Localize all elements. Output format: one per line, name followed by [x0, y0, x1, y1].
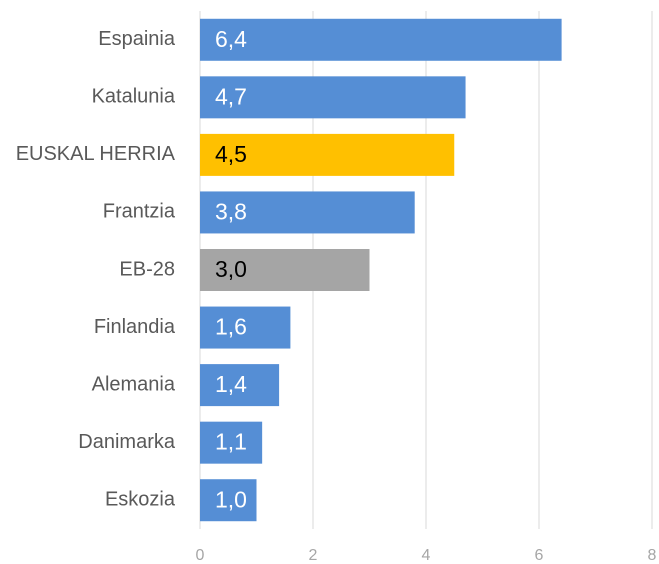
bar — [200, 306, 291, 349]
x-tick-label: 8 — [648, 547, 657, 564]
value-label: 1,6 — [215, 314, 247, 340]
bar — [200, 364, 280, 407]
x-tick-label: 6 — [535, 547, 544, 564]
bar — [200, 18, 562, 61]
y-tick-label: Danimarka — [78, 431, 176, 453]
bar — [200, 191, 415, 234]
value-label: 3,8 — [215, 199, 247, 225]
bar — [200, 421, 263, 464]
y-tick-label: Frantzia — [103, 201, 176, 223]
y-tick-label: Katalunia — [92, 86, 176, 108]
y-tick-label: Alemania — [92, 373, 176, 395]
bar — [200, 479, 257, 522]
value-label: 1,4 — [215, 371, 247, 397]
x-tick-label: 4 — [422, 547, 431, 564]
value-label: 6,4 — [215, 26, 247, 52]
y-tick-label: Eskozia — [105, 489, 176, 511]
y-tick-label: Finlandia — [94, 316, 176, 338]
value-label: 1,1 — [215, 429, 247, 455]
y-tick-label: EB-28 — [119, 258, 175, 280]
value-label: 4,7 — [215, 83, 247, 109]
y-tick-label: Espainia — [98, 28, 176, 50]
x-tick-label: 2 — [309, 547, 318, 564]
bar — [200, 249, 370, 291]
value-label: 4,5 — [215, 141, 247, 167]
value-label: 3,0 — [215, 256, 247, 282]
bar — [200, 133, 455, 176]
bar — [200, 76, 466, 119]
x-tick-label: 0 — [196, 547, 205, 564]
value-label: 1,0 — [215, 486, 247, 512]
y-tick-label: EUSKAL HERRIA — [16, 143, 176, 165]
